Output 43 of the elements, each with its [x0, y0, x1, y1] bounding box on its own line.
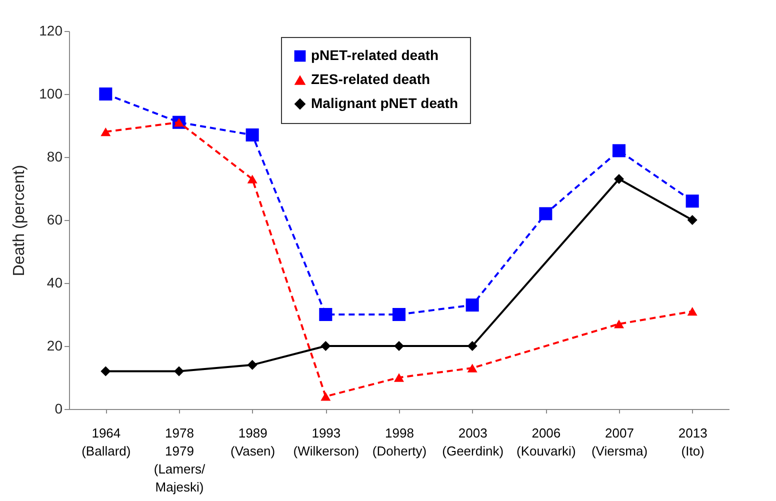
point — [246, 128, 259, 142]
point — [394, 341, 404, 351]
point — [319, 308, 332, 322]
y-tick-label: 20 — [46, 338, 63, 354]
y-tick-label: 0 — [54, 400, 63, 416]
point — [247, 360, 258, 370]
point — [687, 215, 698, 225]
x-tick-label: 1998 (Doherty) — [372, 426, 427, 458]
x-tick-label: 2013 (Ito) — [678, 426, 708, 458]
y-tick-label: 100 — [39, 86, 63, 102]
legend-label: pNET-related death — [311, 47, 439, 63]
point — [394, 373, 404, 382]
x-tick-label: 2007 (Viersma) — [591, 426, 648, 458]
point — [392, 308, 406, 322]
y-axis-title: Death (percent) — [11, 164, 28, 276]
x-tick-label: 1978 1979 (Lamers/ Majeski) — [154, 426, 206, 494]
x-tick-label: 2006 (Kouvarki) — [516, 426, 576, 458]
x-tick-label: 2003 (Geerdink) — [442, 426, 504, 458]
point — [466, 298, 479, 312]
point — [467, 341, 478, 351]
point — [320, 392, 331, 401]
point — [686, 194, 699, 208]
point — [539, 207, 552, 220]
x-tick-label: 1989 (Vasen) — [230, 426, 276, 458]
x-tick-label: 1964 (Ballard) — [82, 426, 131, 458]
x-tick-label: 1993 (Wilkerson) — [293, 426, 360, 458]
point — [247, 174, 258, 184]
point — [99, 87, 112, 101]
point — [100, 366, 111, 376]
point — [320, 341, 331, 351]
point — [614, 174, 624, 184]
legend-label: ZES-related death — [311, 71, 430, 87]
point — [100, 127, 111, 136]
legend-label: Malignant pNET death — [311, 95, 458, 111]
y-tick-label: 40 — [46, 274, 63, 290]
point — [687, 307, 698, 316]
y-tick-label: 120 — [39, 22, 63, 38]
point — [614, 320, 624, 328]
point — [612, 144, 626, 158]
point — [174, 366, 184, 376]
point — [467, 364, 478, 372]
y-tick-label: 80 — [46, 148, 63, 164]
y-tick-label: 60 — [46, 212, 63, 228]
